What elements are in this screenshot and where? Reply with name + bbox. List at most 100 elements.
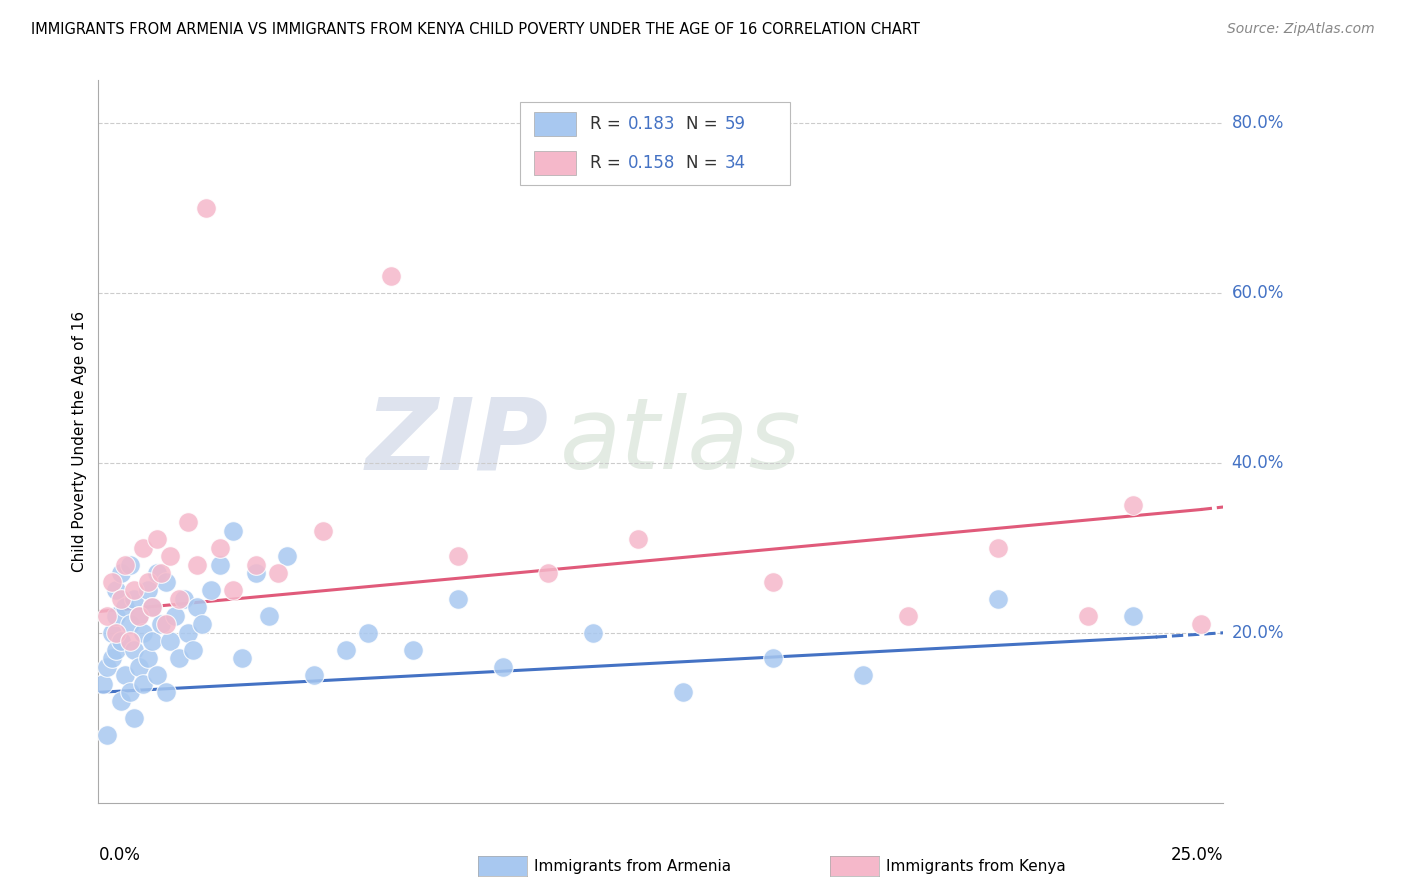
Text: Immigrants from Armenia: Immigrants from Armenia [534, 859, 731, 873]
Point [181, 642, 204, 657]
Point [146, 566, 169, 581]
Text: 59: 59 [725, 115, 747, 134]
FancyBboxPatch shape [534, 112, 576, 136]
Point [114, 600, 136, 615]
Point [159, 634, 181, 648]
Point [245, 566, 267, 581]
Text: 20.0%: 20.0% [1232, 624, 1284, 642]
Point [1189, 617, 1212, 632]
Point [447, 591, 470, 606]
Point [128, 608, 150, 623]
Point [186, 558, 208, 572]
Point [141, 600, 163, 615]
Point [101, 574, 124, 589]
Point [105, 608, 128, 623]
Point [222, 524, 245, 538]
Point [163, 608, 186, 623]
Point [267, 566, 290, 581]
Point [118, 617, 141, 632]
Point [897, 608, 920, 623]
Point [627, 533, 650, 547]
Point [96, 660, 118, 674]
Point [114, 668, 136, 682]
Point [128, 660, 150, 674]
Text: 60.0%: 60.0% [1232, 284, 1284, 301]
Point [150, 617, 173, 632]
Point [96, 608, 118, 623]
Point [155, 574, 177, 589]
Point [169, 591, 191, 606]
Point [186, 600, 208, 615]
Point [141, 600, 163, 615]
Text: N =: N = [686, 115, 723, 134]
Point [101, 625, 124, 640]
Point [96, 728, 118, 742]
Text: atlas: atlas [560, 393, 801, 490]
Point [128, 608, 150, 623]
Point [335, 642, 357, 657]
Point [208, 558, 231, 572]
Point [582, 625, 605, 640]
Point [132, 677, 155, 691]
Point [169, 651, 191, 665]
Point [177, 625, 200, 640]
Point [208, 541, 231, 555]
Point [852, 668, 875, 682]
Point [987, 591, 1010, 606]
Text: R =: R = [591, 115, 626, 134]
Point [492, 660, 515, 674]
Point [1122, 608, 1144, 623]
Point [762, 574, 785, 589]
Point [118, 558, 141, 572]
Point [380, 268, 402, 283]
Point [105, 625, 128, 640]
Text: 0.183: 0.183 [628, 115, 676, 134]
Point [222, 583, 245, 598]
Point [1077, 608, 1099, 623]
Point [105, 583, 128, 598]
Point [762, 651, 785, 665]
Point [447, 549, 470, 564]
Point [114, 558, 136, 572]
Point [312, 524, 335, 538]
Point [402, 642, 425, 657]
Point [136, 583, 159, 598]
Point [118, 685, 141, 699]
Point [124, 711, 146, 725]
Point [124, 642, 146, 657]
Point [159, 549, 181, 564]
Point [1122, 498, 1144, 512]
Point [195, 201, 218, 215]
Point [304, 668, 326, 682]
Point [141, 634, 163, 648]
Point [200, 583, 222, 598]
Point [276, 549, 298, 564]
FancyBboxPatch shape [534, 151, 576, 175]
Point [136, 574, 159, 589]
Point [110, 634, 132, 648]
Point [124, 583, 146, 598]
Point [177, 516, 200, 530]
Point [245, 558, 267, 572]
Point [110, 591, 132, 606]
FancyBboxPatch shape [520, 102, 790, 185]
Point [259, 608, 281, 623]
Text: 40.0%: 40.0% [1232, 454, 1284, 472]
Point [231, 651, 253, 665]
Text: Immigrants from Kenya: Immigrants from Kenya [886, 859, 1066, 873]
Point [357, 625, 380, 640]
Point [150, 566, 173, 581]
Point [173, 591, 195, 606]
Text: 0.0%: 0.0% [98, 847, 141, 864]
Point [146, 668, 169, 682]
Text: 34: 34 [725, 153, 747, 171]
Point [118, 634, 141, 648]
Text: 0.158: 0.158 [628, 153, 675, 171]
Point [987, 541, 1010, 555]
Point [124, 591, 146, 606]
Text: IMMIGRANTS FROM ARMENIA VS IMMIGRANTS FROM KENYA CHILD POVERTY UNDER THE AGE OF : IMMIGRANTS FROM ARMENIA VS IMMIGRANTS FR… [31, 22, 920, 37]
Point [105, 642, 128, 657]
Text: N =: N = [686, 153, 723, 171]
Point [110, 694, 132, 708]
Text: 80.0%: 80.0% [1232, 114, 1284, 132]
